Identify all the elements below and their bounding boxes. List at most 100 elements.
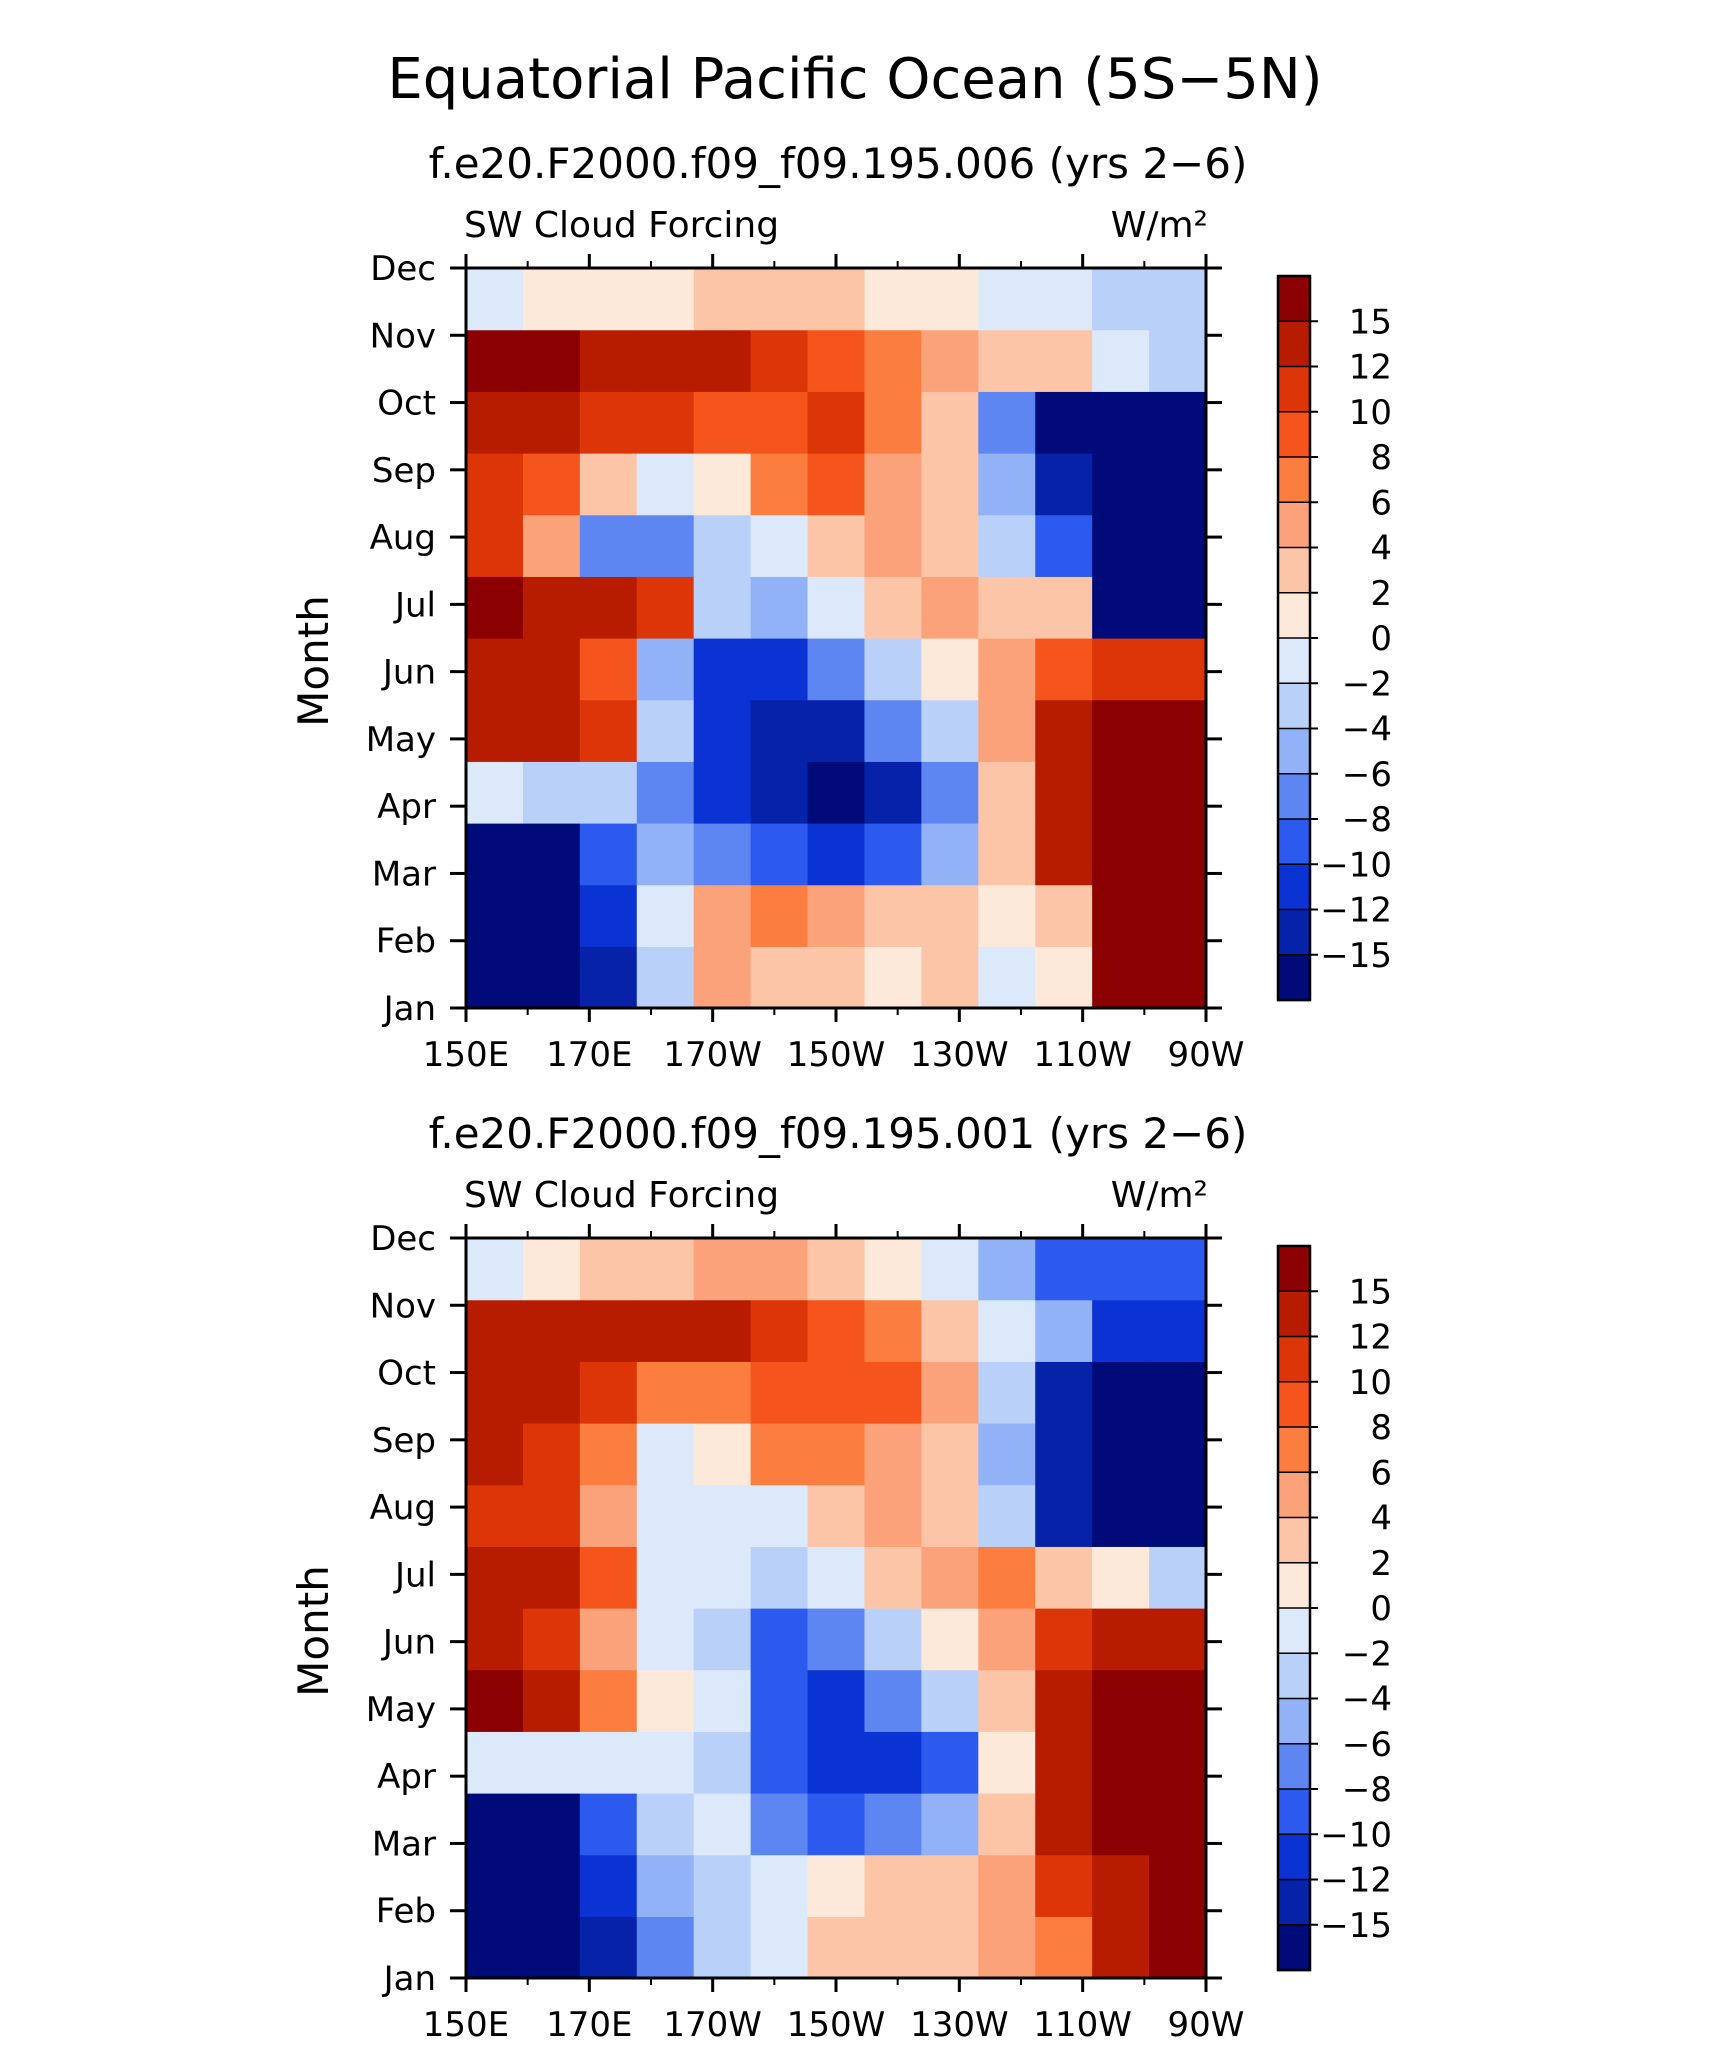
heatmap-cell <box>693 638 752 701</box>
y-tick-label: Jun <box>381 653 436 693</box>
heatmap-cell <box>693 329 752 392</box>
x-tick-label: 170E <box>546 2005 632 2045</box>
heatmap-cell <box>636 761 695 824</box>
heatmap-cell <box>1035 823 1093 886</box>
heatmap-cell <box>807 1854 866 1917</box>
heatmap-cell <box>522 1608 581 1671</box>
heatmap-cell <box>636 699 695 762</box>
heatmap-cell <box>522 823 581 886</box>
heatmap-cell <box>1035 1361 1093 1424</box>
heatmap-cell <box>921 1361 979 1424</box>
heatmap-cell <box>466 1916 524 1979</box>
y-tick-label: Jul <box>393 1555 436 1595</box>
heatmap-cell <box>579 1731 638 1794</box>
colorbar-box <box>1277 275 1311 323</box>
panel-2-y-axis-label: Month <box>289 1565 338 1697</box>
heatmap-cell <box>693 268 752 331</box>
heatmap-cell <box>807 268 866 331</box>
heatmap-cell <box>466 1793 524 1856</box>
heatmap-cell <box>579 1608 638 1671</box>
y-tick-label: Feb <box>376 922 436 962</box>
heatmap-cell <box>921 884 979 947</box>
heatmap-cell <box>921 1731 979 1794</box>
colorbar-box <box>1277 1833 1311 1881</box>
heatmap-cell <box>636 1299 695 1362</box>
heatmap-cell <box>466 638 524 701</box>
colorbar-box <box>1277 546 1311 594</box>
heatmap-cell <box>864 1546 922 1609</box>
colorbar-label: 10 <box>1349 1363 1392 1403</box>
heatmap-cell <box>921 699 979 762</box>
heatmap-cell <box>750 884 809 947</box>
heatmap-cell <box>522 1299 581 1362</box>
heatmap-cell <box>579 1361 638 1424</box>
panel-1-plot: 150E 170E 170W 150W 130W 110W 90W Jan Feb Mar Apr M… <box>366 249 1245 1075</box>
y-tick-label: Feb <box>376 1892 436 1932</box>
heatmap-cell <box>1035 1793 1093 1856</box>
heatmap-cell <box>1092 1361 1150 1424</box>
heatmap-cell <box>807 1669 866 1732</box>
colorbar-label: 0 <box>1370 619 1392 659</box>
y-tick-label: Jun <box>381 1623 436 1663</box>
heatmap-cell <box>636 884 695 947</box>
heatmap-cell <box>921 1546 979 1609</box>
heatmap-cell <box>579 946 638 1009</box>
y-tick-label: Jul <box>393 585 436 625</box>
heatmap-cell <box>1035 1916 1093 1979</box>
heatmap-cell <box>864 946 922 1009</box>
colorbar-label: 4 <box>1370 529 1392 569</box>
heatmap-cell <box>1092 1793 1150 1856</box>
heatmap-cell <box>466 268 524 331</box>
heatmap-cell <box>579 1916 638 1979</box>
y-tick-label: Aug <box>370 518 436 558</box>
figure-title: Equatorial Pacific Ocean (5S−5N) <box>387 47 1322 112</box>
colorbar-label: −15 <box>1320 1906 1392 1946</box>
heatmap-cell <box>978 576 1036 639</box>
colorbar-box <box>1277 411 1311 459</box>
heatmap-cell <box>1092 946 1150 1009</box>
heatmap-cell <box>579 268 638 331</box>
heatmap-cell <box>978 453 1036 516</box>
colorbar-box <box>1277 1878 1311 1926</box>
heatmap-cell <box>807 823 866 886</box>
heatmap-cell <box>1092 1608 1150 1671</box>
colorbar-box <box>1277 1788 1311 1836</box>
colorbar-box <box>1277 1743 1311 1791</box>
colorbar-box <box>1277 365 1311 413</box>
colorbar-label: 2 <box>1370 1544 1392 1584</box>
colorbar-box <box>1277 456 1311 504</box>
heatmap-cell <box>978 638 1036 701</box>
y-tick-label: Aug <box>370 1488 436 1528</box>
heatmap-cell <box>921 1793 979 1856</box>
y-tick-label: Apr <box>377 787 436 827</box>
heatmap-cell <box>921 1484 979 1547</box>
heatmap-cell <box>978 823 1036 886</box>
colorbar-box <box>1277 1245 1311 1293</box>
heatmap-cell <box>864 268 922 331</box>
heatmap-cell <box>522 1484 581 1547</box>
heatmap-cell <box>750 453 809 516</box>
heatmap-cell <box>522 268 581 331</box>
heatmap-cell <box>1149 638 1207 701</box>
heatmap-cell <box>466 946 524 1009</box>
y-tick-label: Sep <box>372 451 436 491</box>
heatmap-cell <box>978 1669 1036 1732</box>
heatmap-cell <box>978 761 1036 824</box>
colorbar-label: −12 <box>1320 1861 1392 1901</box>
colorbar-box <box>1277 1697 1311 1745</box>
heatmap-cell <box>579 699 638 762</box>
heatmap-cell <box>978 1361 1036 1424</box>
heatmap-cell <box>921 638 979 701</box>
x-tick-label: 170E <box>546 1035 632 1075</box>
panel-1-subtitle: f.e20.F2000.f09_f09.195.006 (yrs 2−6) <box>429 139 1248 188</box>
heatmap-cell <box>1092 1299 1150 1362</box>
colorbar-box <box>1277 1290 1311 1338</box>
colorbar-label: 2 <box>1370 574 1392 614</box>
heatmap-cell <box>1149 1361 1207 1424</box>
heatmap-cell <box>978 1793 1036 1856</box>
heatmap-cell <box>636 329 695 392</box>
heatmap-cell <box>864 514 922 577</box>
heatmap-cell <box>1035 1484 1093 1547</box>
heatmap-cell <box>750 761 809 824</box>
heatmap-cell <box>693 699 752 762</box>
